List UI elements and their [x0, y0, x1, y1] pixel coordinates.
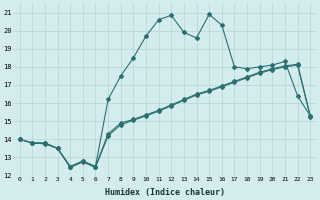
X-axis label: Humidex (Indice chaleur): Humidex (Indice chaleur) [105, 188, 225, 197]
